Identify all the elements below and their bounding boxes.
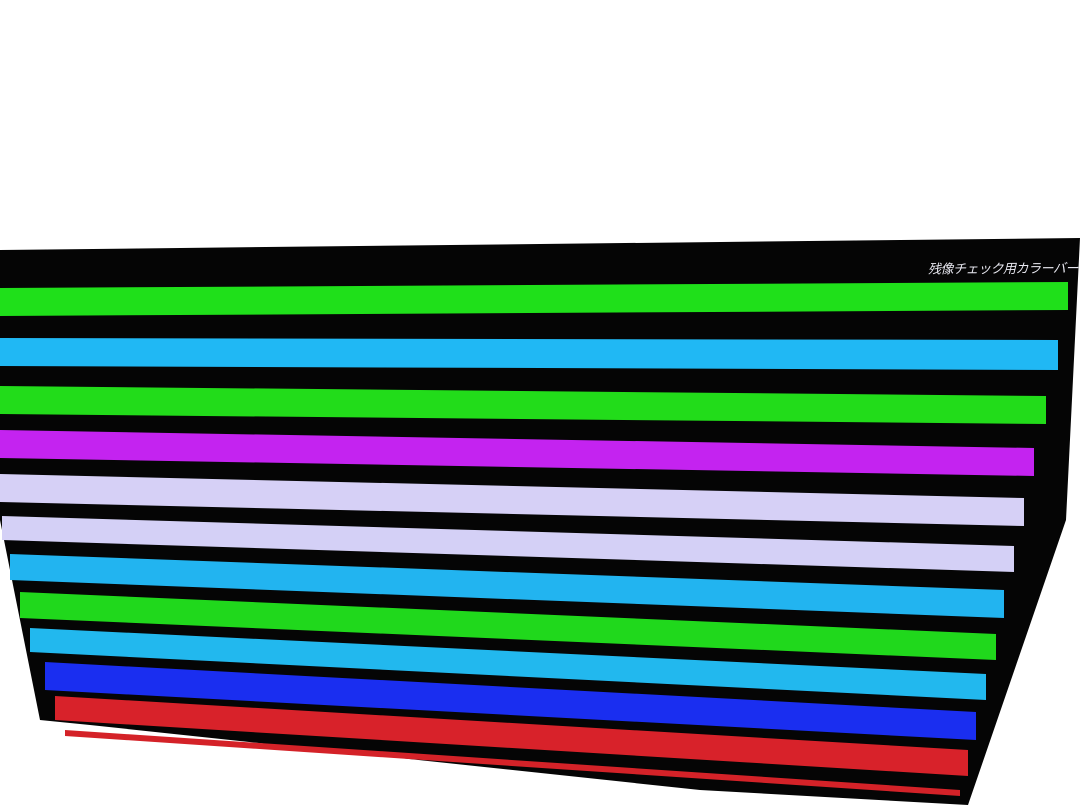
color-bar xyxy=(0,338,1058,370)
color-bar xyxy=(0,282,1068,316)
color-bar xyxy=(0,474,1024,526)
screen-caption: 残像チェック用カラーバー xyxy=(927,261,1078,278)
color-bar xyxy=(0,430,1034,476)
color-bar xyxy=(10,554,1004,618)
color-bar xyxy=(2,516,1014,572)
color-bar xyxy=(65,730,960,796)
color-bar xyxy=(20,592,996,660)
color-bar xyxy=(30,628,986,700)
color-bar xyxy=(55,696,968,776)
color-bar xyxy=(45,662,976,740)
color-bar xyxy=(0,386,1046,424)
